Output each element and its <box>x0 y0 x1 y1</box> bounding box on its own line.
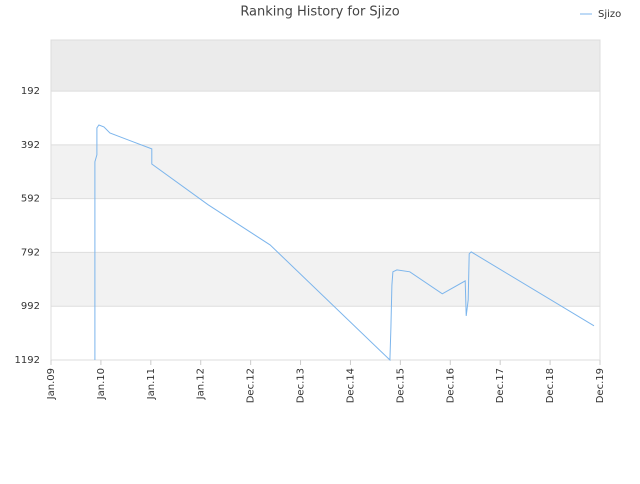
x-tick-label: Dec.19 <box>595 368 606 403</box>
plot-band <box>51 144 600 199</box>
x-tick-label: Jan.09 <box>46 368 57 400</box>
y-tick-label: 392 <box>21 140 40 151</box>
plot-band <box>51 252 600 307</box>
plot-band <box>51 40 600 92</box>
y-tick-label: 792 <box>21 247 40 258</box>
y-tick-label: 1192 <box>15 355 40 366</box>
x-tick-label: Dec.14 <box>345 368 356 403</box>
x-tick-label: Dec.17 <box>495 368 506 403</box>
y-tick-label: 992 <box>21 301 40 312</box>
plot-band <box>51 306 600 360</box>
line-series <box>94 124 595 362</box>
y-tick-label: 592 <box>21 194 40 205</box>
legend-label: Sjizo <box>598 9 621 20</box>
x-tick-label: Dec.18 <box>545 368 556 403</box>
x-tick-label: Jan.12 <box>196 368 207 400</box>
x-tick-label: Dec.13 <box>296 368 307 403</box>
y-tick-label: 192 <box>21 86 40 97</box>
x-tick-label: Dec.12 <box>246 368 257 403</box>
plot-band <box>51 91 600 145</box>
plot-band <box>51 198 600 253</box>
x-tick-label: Jan.11 <box>146 368 157 400</box>
chart-title: Ranking History for Sjizo <box>240 5 399 20</box>
x-tick-label: Dec.16 <box>445 368 456 403</box>
x-tick-label: Dec.15 <box>395 368 406 403</box>
x-tick-label: Jan.10 <box>96 368 107 400</box>
